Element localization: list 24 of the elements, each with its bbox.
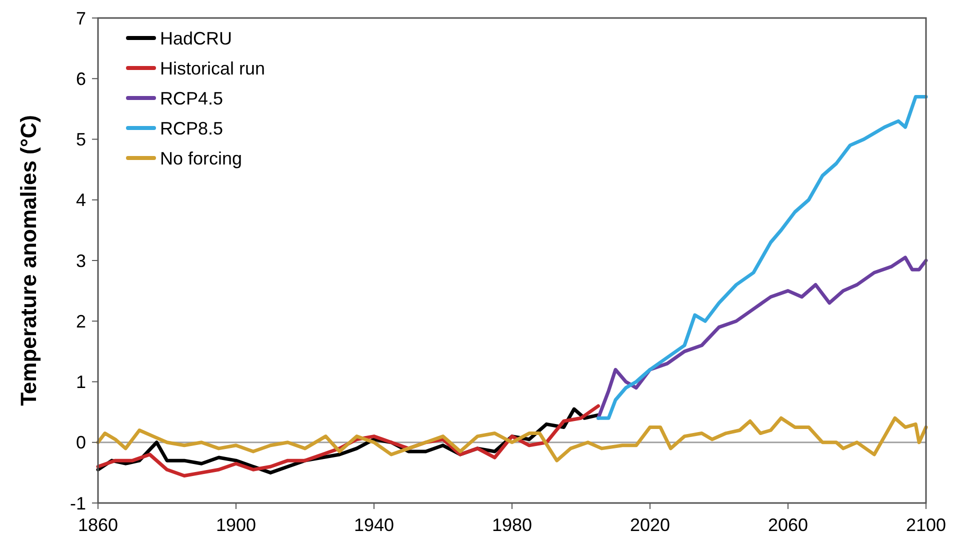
x-tick-label: 1900	[216, 515, 256, 535]
y-tick-label: 2	[76, 311, 86, 332]
y-tick-label: 7	[76, 8, 86, 28]
x-tick-label: 1980	[492, 515, 532, 535]
x-tick-label: 2100	[906, 515, 946, 535]
y-tick-label: 3	[76, 250, 86, 271]
legend-label: RCP4.5	[160, 88, 224, 108]
y-tick-label: -1	[70, 493, 86, 514]
legend-label: HadCRU	[160, 28, 232, 48]
legend-label: RCP8.5	[160, 118, 224, 138]
x-tick-label: 1860	[78, 515, 118, 535]
y-tick-label: 0	[76, 432, 86, 453]
line-series	[596, 95, 928, 420]
y-tick-label: 4	[76, 190, 86, 210]
x-tick-label: 2060	[768, 515, 808, 535]
y-tick-label: 6	[76, 68, 86, 89]
x-tick-label: 2020	[630, 515, 670, 535]
y-tick-label: 1	[76, 372, 86, 392]
x-tick-label: 1940	[354, 515, 394, 535]
y-tick-label: 5	[76, 130, 86, 150]
y-axis-title: Temperature anomalies (°C)	[16, 115, 41, 406]
legend-label: No forcing	[160, 148, 242, 168]
line-series	[96, 416, 928, 462]
legend-label: Historical run	[160, 58, 266, 78]
